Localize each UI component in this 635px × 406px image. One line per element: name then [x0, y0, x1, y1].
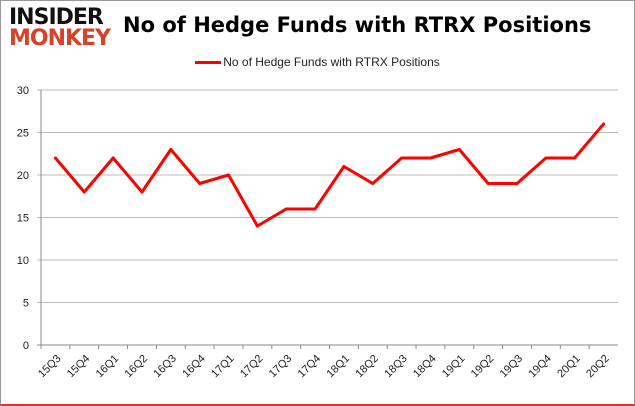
- insider-monkey-logo: INSIDER MONKEY: [9, 5, 117, 51]
- x-tick-label: 19Q3: [498, 353, 526, 381]
- x-tick-label: 16Q3: [151, 353, 179, 381]
- x-tick-label: 18Q4: [411, 353, 439, 381]
- x-tick-label: 17Q1: [209, 353, 237, 381]
- x-tick-label: 15Q3: [36, 353, 64, 381]
- legend-swatch: [195, 61, 222, 65]
- x-tick-label: 18Q1: [325, 353, 353, 381]
- data-point: [284, 207, 288, 211]
- y-tick-label: 25: [17, 128, 29, 140]
- x-tick-label: 17Q2: [238, 353, 266, 381]
- y-tick-label: 15: [17, 213, 29, 225]
- data-point: [457, 148, 461, 151]
- data-point: [602, 122, 606, 126]
- legend: No of Hedge Funds with RTRX Positions: [1, 55, 634, 69]
- data-point: [198, 182, 202, 185]
- logo-line2: MONKEY: [9, 26, 111, 51]
- x-tick-label: 16Q4: [180, 353, 208, 381]
- data-point: [313, 207, 317, 211]
- data-point: [371, 182, 375, 185]
- y-tick-label: 10: [17, 255, 29, 267]
- x-tick-label: 16Q2: [123, 353, 151, 381]
- data-point: [227, 173, 231, 177]
- x-tick-label: 15Q4: [65, 353, 93, 381]
- chart-title: No of Hedge Funds with RTRX Positions: [123, 13, 592, 37]
- data-point: [428, 156, 432, 160]
- x-tick-label: 19Q4: [526, 353, 554, 381]
- data-point: [573, 156, 577, 160]
- data-point: [53, 156, 57, 160]
- data-point: [544, 156, 548, 160]
- data-point: [342, 165, 346, 168]
- data-point: [255, 224, 259, 228]
- data-point: [515, 182, 519, 185]
- series-line: [54, 123, 605, 228]
- x-tick-label: 18Q2: [353, 353, 381, 381]
- y-tick-label: 5: [23, 298, 29, 310]
- x-tick-label: 20Q2: [584, 353, 612, 381]
- x-tick-label: 16Q1: [94, 353, 122, 381]
- x-tick-label: 20Q1: [555, 353, 583, 381]
- x-tick-label: 17Q3: [267, 353, 295, 381]
- data-point: [169, 148, 173, 151]
- x-tick-label: 19Q2: [469, 353, 497, 381]
- data-point: [82, 190, 86, 194]
- x-tick-label: 19Q1: [440, 353, 468, 381]
- y-tick-label: 30: [17, 85, 29, 97]
- y-tick-label: 0: [23, 340, 29, 352]
- data-point: [400, 156, 404, 160]
- data-point: [111, 156, 115, 160]
- y-tick-label: 20: [17, 170, 29, 182]
- data-point: [486, 182, 490, 185]
- logo-line1: INSIDER: [9, 5, 104, 30]
- data-point: [140, 190, 144, 194]
- x-tick-label: 17Q4: [296, 353, 324, 381]
- legend-label: No of Hedge Funds with RTRX Positions: [223, 55, 440, 69]
- x-tick-label: 18Q3: [382, 353, 410, 381]
